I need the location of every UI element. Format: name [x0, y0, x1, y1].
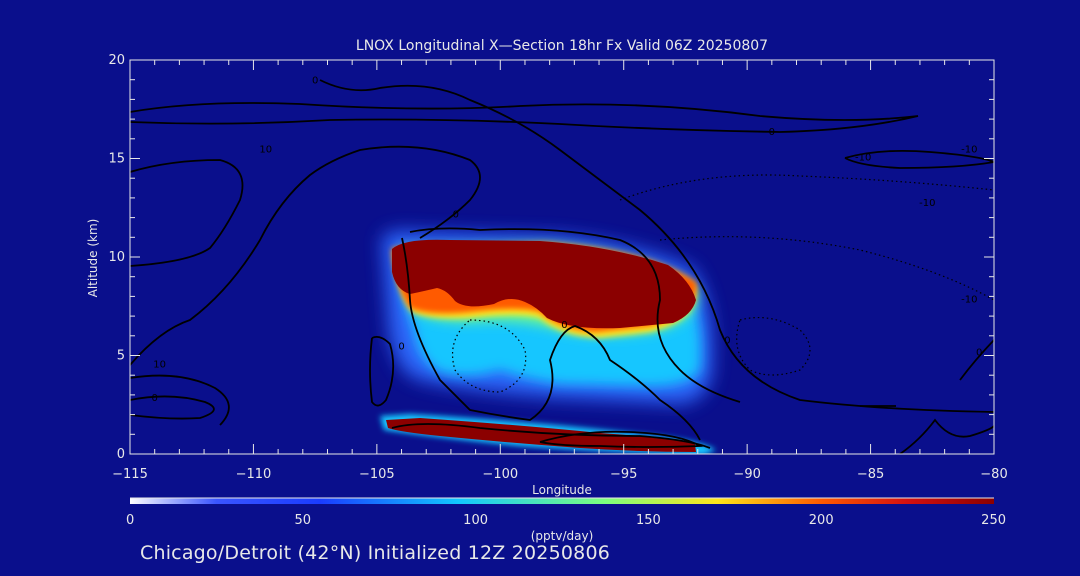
- contour-label: -10: [855, 152, 871, 163]
- y-tick-label: 20: [108, 53, 125, 68]
- y-tick-label: 15: [108, 152, 125, 167]
- contour-label: 0: [976, 348, 982, 359]
- contour-label: -10: [919, 198, 935, 209]
- colorbar: 0 50 100 150 200 250 (pptv/day): [126, 497, 1006, 543]
- contour-line-left-low: [130, 395, 215, 420]
- contour-label: 0: [769, 127, 775, 138]
- contour-lines-dotted: [451, 174, 994, 393]
- colorbar-tick-label: 100: [463, 513, 488, 528]
- contour-line-top: [130, 102, 919, 133]
- contour-label: 0: [561, 320, 567, 331]
- contour-line-inner-surface: [539, 430, 704, 448]
- x-tick-label: −105: [359, 467, 395, 482]
- contour-label: -10: [961, 294, 977, 305]
- x-tick-label: −95: [610, 467, 637, 482]
- colorbar-tick-label: 150: [636, 513, 661, 528]
- chart-title: LNOX Longitudinal X—Section 18hr Fx Vali…: [356, 38, 768, 54]
- colorbar-tick-label: 0: [126, 513, 134, 528]
- contour-label: 0: [453, 210, 459, 221]
- contour-line-right-low: [899, 418, 994, 454]
- y-tick-label: 10: [108, 250, 125, 265]
- x-axis: −115 −110 −105 −100 −95 −90 −85 −80: [112, 60, 1008, 482]
- contour-line-mid-left: [130, 145, 481, 366]
- colorbar-gradient: [130, 498, 994, 504]
- colorbar-tick-label: 50: [295, 513, 312, 528]
- x-axis-label: Longitude: [532, 483, 592, 497]
- contour-label: 0: [398, 342, 404, 353]
- x-tick-label: −115: [112, 467, 148, 482]
- contour-line-near-surface: [391, 423, 711, 449]
- colorbar-ticks: 0 50 100 150 200 250: [126, 497, 1006, 528]
- y-axis-label: Altitude (km): [86, 219, 100, 298]
- contour-line-column: [401, 237, 701, 441]
- lnox-field-upper: [382, 230, 713, 404]
- y-tick-label: 5: [117, 349, 125, 364]
- contour-line-upper-left: [130, 159, 244, 267]
- contour-lines: [130, 79, 994, 454]
- x-tick-label: −110: [236, 467, 272, 482]
- contour-line-inner-right: [409, 227, 741, 403]
- plot-area: 0 0 10 0 0 10 0 0 -10 -10 -10 -10 0 0: [130, 76, 994, 454]
- contour-label: 0: [151, 393, 157, 404]
- contour-line-outer-right: [319, 79, 994, 413]
- contour-label: -10: [961, 145, 977, 156]
- contour-label: 10: [259, 145, 272, 156]
- contour-line-far-right: [959, 339, 994, 381]
- x-tick-label: −100: [482, 467, 518, 482]
- contour-line-surface-left: [130, 374, 230, 426]
- upper-field-core: [392, 239, 696, 329]
- contour-label: 0: [312, 76, 318, 87]
- x-tick-label: −90: [733, 467, 760, 482]
- contour-label: 10: [153, 359, 166, 370]
- x-tick-label: −85: [857, 467, 884, 482]
- colorbar-tick-label: 200: [809, 513, 834, 528]
- chart-subtitle: Chicago/Detroit (42°N) Initialized 12Z 2…: [140, 542, 611, 564]
- colorbar-tick-label: 250: [981, 513, 1006, 528]
- x-tick-label: −80: [980, 467, 1007, 482]
- contour-dotted-loop-right: [736, 316, 811, 376]
- y-axis: 0 5 10 15 20: [108, 53, 994, 462]
- colorbar-label: (pptv/day): [531, 529, 594, 543]
- contour-dotted-mid: [659, 236, 994, 301]
- contour-line-loop-left: [369, 335, 395, 407]
- contour-label: 0: [724, 336, 730, 347]
- contour-labels: 0 0 10 0 0 10 0 0 -10 -10 -10 -10 0 0: [151, 76, 982, 404]
- y-tick-label: 0: [117, 447, 125, 462]
